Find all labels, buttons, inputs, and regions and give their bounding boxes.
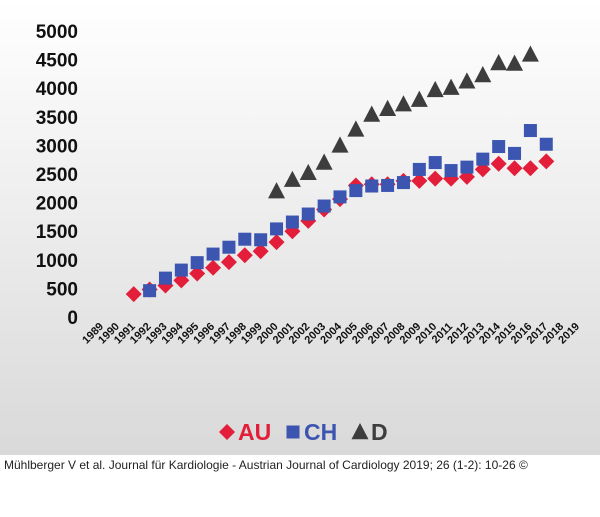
legend-item-AU: AU (219, 419, 271, 445)
data-point-D (442, 78, 460, 95)
legend-label: AU (238, 419, 271, 445)
data-point-D (394, 95, 412, 112)
data-point-CH (428, 156, 442, 170)
data-point-CH (508, 146, 522, 160)
data-point-CH (396, 176, 410, 190)
data-point-D (379, 99, 397, 116)
data-point-AU (506, 160, 523, 177)
data-point-D (506, 54, 524, 71)
data-point-AU (189, 265, 206, 282)
data-point-CH (254, 233, 268, 247)
data-point-CH (333, 190, 347, 204)
data-point-AU (125, 286, 142, 303)
data-point-D (299, 163, 317, 181)
data-point-D (315, 153, 333, 170)
data-point-AU (411, 172, 428, 189)
y-tick-label: 3000 (36, 136, 78, 157)
data-point-CH (460, 160, 474, 174)
y-tick-label: 4500 (36, 51, 78, 72)
data-point-D (490, 54, 508, 71)
data-point-D (521, 45, 539, 62)
data-point-D (283, 170, 301, 187)
data-point-AU (220, 254, 237, 271)
data-point-D (331, 136, 349, 153)
y-axis: 0 500 1000 1500 2000 2500 3000 3500 4000 4500 5000 (36, 22, 78, 329)
data-point-CH (285, 215, 299, 229)
y-tick-label: 1000 (36, 251, 78, 272)
data-point-CH (143, 284, 157, 298)
chart-panel: 0 500 1000 1500 2000 2500 3000 3500 4000 4500 5000… (0, 0, 600, 455)
data-point-CH (238, 232, 252, 246)
legend-marker (286, 425, 300, 439)
data-point-AU (205, 259, 222, 276)
y-tick-label: 4000 (36, 79, 78, 100)
data-point-CH (444, 164, 458, 178)
data-point-CH (206, 247, 220, 261)
data-point-D (363, 105, 381, 122)
y-tick-label: 2000 (36, 194, 78, 215)
data-point-CH (412, 162, 426, 176)
data-point-D (426, 80, 444, 98)
legend-label: D (371, 419, 388, 445)
y-tick-label: 0 (67, 308, 78, 329)
legend-marker (351, 423, 369, 440)
data-point-AU (252, 243, 269, 260)
data-point-AU (268, 234, 285, 251)
legend-item-D: D (351, 419, 388, 445)
data-point-AU (490, 155, 507, 172)
data-point-CH (222, 240, 236, 254)
data-point-AU (522, 160, 539, 177)
data-point-AU (236, 247, 253, 264)
data-point-CH (381, 178, 395, 192)
data-point-CH (301, 207, 315, 221)
data-point-CH (158, 271, 172, 285)
data-point-CH (349, 184, 363, 198)
data-point-D (458, 72, 476, 89)
data-point-D (347, 120, 365, 137)
legend: AU CH D (219, 419, 388, 445)
data-point-CH (492, 140, 506, 154)
scatter-chart: 0 500 1000 1500 2000 2500 3000 3500 4000 4500 5000… (0, 0, 600, 455)
y-tick-label: 5000 (36, 22, 78, 43)
chart-background (0, 0, 600, 455)
data-point-CH (190, 256, 204, 270)
data-point-CH (365, 179, 379, 193)
y-tick-label: 3500 (36, 108, 78, 129)
legend-marker (219, 424, 235, 440)
data-point-CH (317, 199, 331, 213)
data-point-AU (427, 170, 444, 187)
citation-text: Mühlberger V et al. Journal für Kardiolo… (4, 458, 528, 472)
data-point-CH (476, 152, 490, 166)
legend-label: CH (304, 419, 337, 445)
data-point-D (268, 182, 286, 199)
data-point-CH (270, 222, 284, 236)
data-point-D (410, 90, 428, 107)
series-CH (143, 124, 553, 298)
y-tick-label: 500 (46, 279, 78, 300)
plot-area (125, 45, 555, 303)
series-D (268, 45, 539, 199)
data-point-D (474, 66, 492, 83)
data-point-CH (539, 137, 553, 151)
data-point-AU (538, 153, 555, 170)
y-tick-label: 1500 (36, 222, 78, 243)
legend-item-CH: CH (286, 419, 337, 445)
y-tick-label: 2500 (36, 165, 78, 186)
x-axis: 1989199019911992199319941995199619971998… (80, 320, 582, 346)
data-point-CH (523, 124, 537, 138)
data-point-CH (174, 263, 188, 277)
